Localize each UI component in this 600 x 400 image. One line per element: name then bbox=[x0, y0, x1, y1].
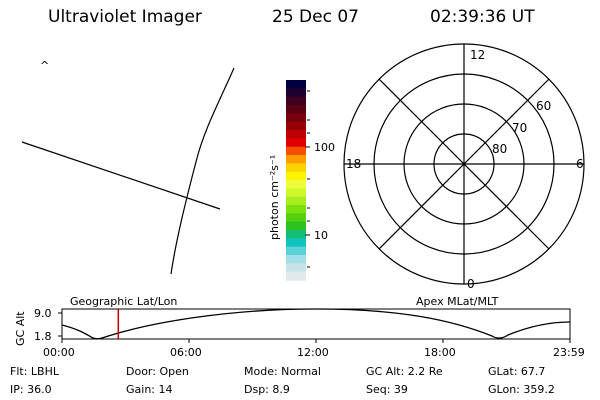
mlt-label-6: 6 bbox=[576, 157, 584, 171]
glat-info: GLat: 67.7 bbox=[488, 365, 546, 378]
x-tick-0000: 00:00 bbox=[43, 346, 75, 359]
longitude-line bbox=[170, 67, 235, 275]
glon-info: GLon: 359.2 bbox=[488, 383, 555, 396]
colorbar-tick-100: 100 bbox=[314, 141, 335, 154]
colorbar-segment bbox=[286, 196, 306, 206]
mlt-label-0: 0 bbox=[467, 277, 475, 291]
colorbar bbox=[286, 80, 306, 281]
colorbar-segment bbox=[286, 213, 306, 223]
colorbar-segment bbox=[286, 180, 306, 189]
date-label: 25 Dec 07 bbox=[272, 7, 359, 27]
altitude-curve bbox=[61, 308, 571, 340]
mlt-label-18: 18 bbox=[346, 157, 361, 171]
colorbar-unit-label: photon cm⁻²s⁻¹ bbox=[268, 155, 281, 240]
polar-diagonal-2 bbox=[378, 78, 550, 250]
colorbar-segment bbox=[286, 163, 306, 173]
caret-marker: ^ bbox=[40, 59, 50, 72]
ip-info: IP: 36.0 bbox=[10, 383, 52, 396]
lat-label-60: 60 bbox=[536, 99, 551, 113]
lat-label-70: 70 bbox=[512, 121, 527, 135]
door-info: Door: Open bbox=[126, 365, 189, 378]
x-tick-0600: 06:00 bbox=[170, 346, 202, 359]
mode-info: Mode: Normal bbox=[244, 365, 321, 378]
timeline-axis-title: GC Alt bbox=[14, 311, 27, 346]
colorbar-segment bbox=[286, 188, 306, 198]
timeline-plot bbox=[58, 308, 571, 343]
colorbar-segment bbox=[286, 130, 306, 139]
x-tick-1200: 12:00 bbox=[297, 346, 329, 359]
lat-label-80: 80 bbox=[492, 142, 507, 156]
colorbar-segment bbox=[286, 121, 306, 131]
y-tick-max: 9.0 bbox=[34, 307, 52, 320]
colorbar-segment bbox=[286, 96, 306, 106]
filter-info: Flt: LBHL bbox=[10, 365, 59, 378]
instrument-title: Ultraviolet Imager bbox=[48, 7, 202, 27]
image-panel bbox=[21, 67, 235, 275]
colorbar-segment bbox=[286, 271, 306, 281]
colorbar-segment bbox=[286, 88, 306, 98]
colorbar-segment bbox=[286, 263, 306, 273]
dsp-info: Dsp: 8.9 bbox=[244, 383, 290, 396]
seq-info: Seq: 39 bbox=[366, 383, 408, 396]
colorbar-segment bbox=[286, 155, 306, 164]
colorbar-tick-10: 10 bbox=[314, 229, 328, 242]
mlt-label-12: 12 bbox=[470, 48, 485, 62]
x-tick-1800: 18:00 bbox=[424, 346, 456, 359]
colorbar-segment bbox=[286, 221, 306, 231]
colorbar-segment bbox=[286, 146, 306, 156]
colorbar-segment bbox=[286, 113, 306, 123]
gc-alt-info: GC Alt: 2.2 Re bbox=[366, 365, 443, 378]
colorbar-segment bbox=[286, 230, 306, 239]
colorbar-segment bbox=[286, 171, 306, 181]
colorbar-segment bbox=[286, 205, 306, 214]
colorbar-segment bbox=[286, 255, 306, 264]
colorbar-segment bbox=[286, 105, 306, 114]
geographic-latlon-label: Geographic Lat/Lon bbox=[70, 295, 178, 308]
apex-mlat-mlt-label: Apex MLat/MLT bbox=[416, 295, 499, 308]
gain-info: Gain: 14 bbox=[126, 383, 173, 396]
timeline-frame bbox=[61, 308, 571, 340]
x-tick-2359: 23:59 bbox=[553, 346, 585, 359]
timeline-tick-marks bbox=[58, 312, 571, 343]
colorbar-segment bbox=[286, 138, 306, 148]
colorbar-ticks bbox=[305, 90, 310, 268]
y-tick-min: 1.8 bbox=[34, 330, 52, 343]
colorbar-segment bbox=[286, 246, 306, 256]
polar-plot bbox=[343, 43, 585, 285]
latitude-line bbox=[21, 141, 221, 210]
colorbar-segment bbox=[286, 80, 306, 89]
colorbar-segment bbox=[286, 238, 306, 248]
time-label: 02:39:36 UT bbox=[430, 7, 535, 27]
